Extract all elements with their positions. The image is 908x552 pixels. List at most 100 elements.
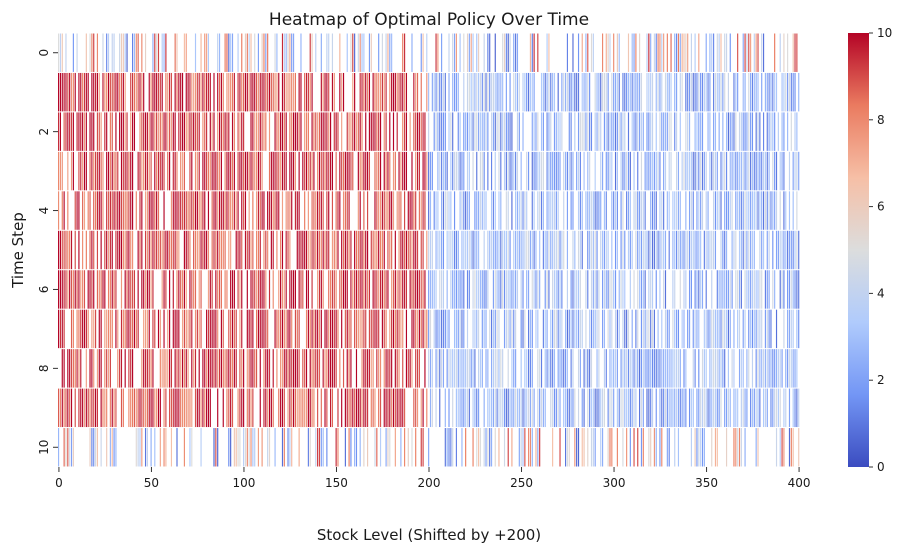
heatmap-cell <box>613 72 615 112</box>
heatmap-cell <box>181 309 184 349</box>
heatmap-cell <box>154 230 156 270</box>
heatmap-cell <box>58 309 60 349</box>
heatmap-cell <box>167 349 169 388</box>
heatmap-cell <box>520 428 522 467</box>
heatmap-cell <box>185 349 187 388</box>
heatmap-cell <box>254 112 256 151</box>
heatmap-cell <box>132 151 134 191</box>
heatmap-cell <box>217 151 219 191</box>
heatmap-cell <box>433 309 435 349</box>
heatmap-cell <box>322 349 324 388</box>
heatmap-cell <box>714 151 717 191</box>
heatmap-cell <box>289 72 291 112</box>
heatmap-cell <box>213 112 215 151</box>
heatmap-cell <box>128 230 130 270</box>
heatmap-cell <box>387 151 389 191</box>
heatmap-cell <box>204 151 206 191</box>
heatmap-cell <box>152 33 154 72</box>
heatmap-cell <box>524 72 526 112</box>
heatmap-cell <box>294 349 296 388</box>
heatmap-cell <box>348 112 350 151</box>
heatmap-cell <box>727 270 729 309</box>
heatmap-cell <box>422 112 424 151</box>
heatmap-cell <box>404 428 406 467</box>
heatmap-cell <box>228 151 230 191</box>
heatmap-cell <box>317 388 319 428</box>
heatmap-cell <box>78 309 80 349</box>
heatmap-cell <box>280 230 282 270</box>
heatmap-cell <box>220 112 222 151</box>
y-tick-label: 6 <box>37 286 51 294</box>
heatmap-cell <box>348 388 350 428</box>
heatmap-cell <box>294 112 296 151</box>
heatmap-cell <box>298 72 300 112</box>
heatmap-cell <box>681 151 683 191</box>
heatmap-cell <box>404 72 406 112</box>
heatmap-cell <box>570 112 572 151</box>
heatmap-cell <box>742 388 744 428</box>
heatmap-cell <box>788 72 791 112</box>
heatmap-cell <box>59 309 61 349</box>
heatmap-cell <box>278 191 280 230</box>
heatmap-cell <box>368 72 371 112</box>
heatmap-cell <box>478 349 480 388</box>
heatmap-cell <box>72 428 74 467</box>
heatmap-cell <box>531 72 533 112</box>
heatmap-cell <box>653 428 655 467</box>
heatmap-cell <box>148 349 150 388</box>
heatmap-cell <box>764 309 766 349</box>
heatmap-cell <box>537 309 539 349</box>
heatmap-cell <box>633 151 635 191</box>
heatmap-cell <box>104 388 106 428</box>
heatmap-cell <box>535 151 537 191</box>
heatmap-cell <box>520 230 522 270</box>
heatmap-cell <box>653 309 655 349</box>
heatmap-cell <box>355 230 358 270</box>
heatmap-cell <box>616 428 618 467</box>
heatmap-cell <box>507 388 509 428</box>
heatmap-cell <box>724 270 726 309</box>
heatmap-cell <box>146 428 148 467</box>
heatmap-cell <box>441 349 443 388</box>
heatmap-cell <box>67 270 69 309</box>
heatmap-cell <box>404 388 406 428</box>
heatmap-cell <box>651 349 654 388</box>
heatmap-cell <box>748 33 750 72</box>
heatmap-cell <box>594 270 596 309</box>
heatmap-cell <box>474 230 476 270</box>
heatmap-cell <box>83 388 86 428</box>
heatmap-cell <box>750 112 752 151</box>
heatmap-cell <box>213 151 215 191</box>
heatmap-cell <box>590 309 593 349</box>
heatmap-cell <box>589 230 591 270</box>
heatmap-cell <box>531 309 533 349</box>
heatmap-cell <box>452 230 454 270</box>
heatmap-cell <box>106 230 108 270</box>
heatmap-cell <box>498 349 500 388</box>
heatmap-cell <box>365 349 367 388</box>
heatmap-cell <box>185 230 187 270</box>
heatmap-cell <box>524 230 526 270</box>
heatmap-cell <box>70 72 73 112</box>
heatmap-cell <box>761 191 763 230</box>
heatmap-cell <box>688 151 691 191</box>
heatmap-cell <box>202 151 204 191</box>
heatmap-cell <box>668 230 670 270</box>
heatmap-cell <box>194 270 197 309</box>
heatmap-cell <box>574 270 576 309</box>
heatmap-cell <box>676 151 678 191</box>
heatmap-cell <box>402 309 404 349</box>
heatmap-cell <box>324 151 326 191</box>
heatmap-cell <box>487 349 489 388</box>
heatmap-cell <box>557 72 559 112</box>
heatmap-cell <box>374 151 376 191</box>
heatmap-cell <box>367 230 369 270</box>
heatmap-cell <box>692 151 694 191</box>
heatmap-cell <box>93 112 95 151</box>
heatmap-cell <box>274 112 276 151</box>
heatmap-cell <box>355 309 358 349</box>
heatmap-cell <box>614 72 617 112</box>
heatmap-cell <box>339 33 341 72</box>
heatmap-cell <box>627 112 630 151</box>
heatmap-cell <box>387 230 389 270</box>
